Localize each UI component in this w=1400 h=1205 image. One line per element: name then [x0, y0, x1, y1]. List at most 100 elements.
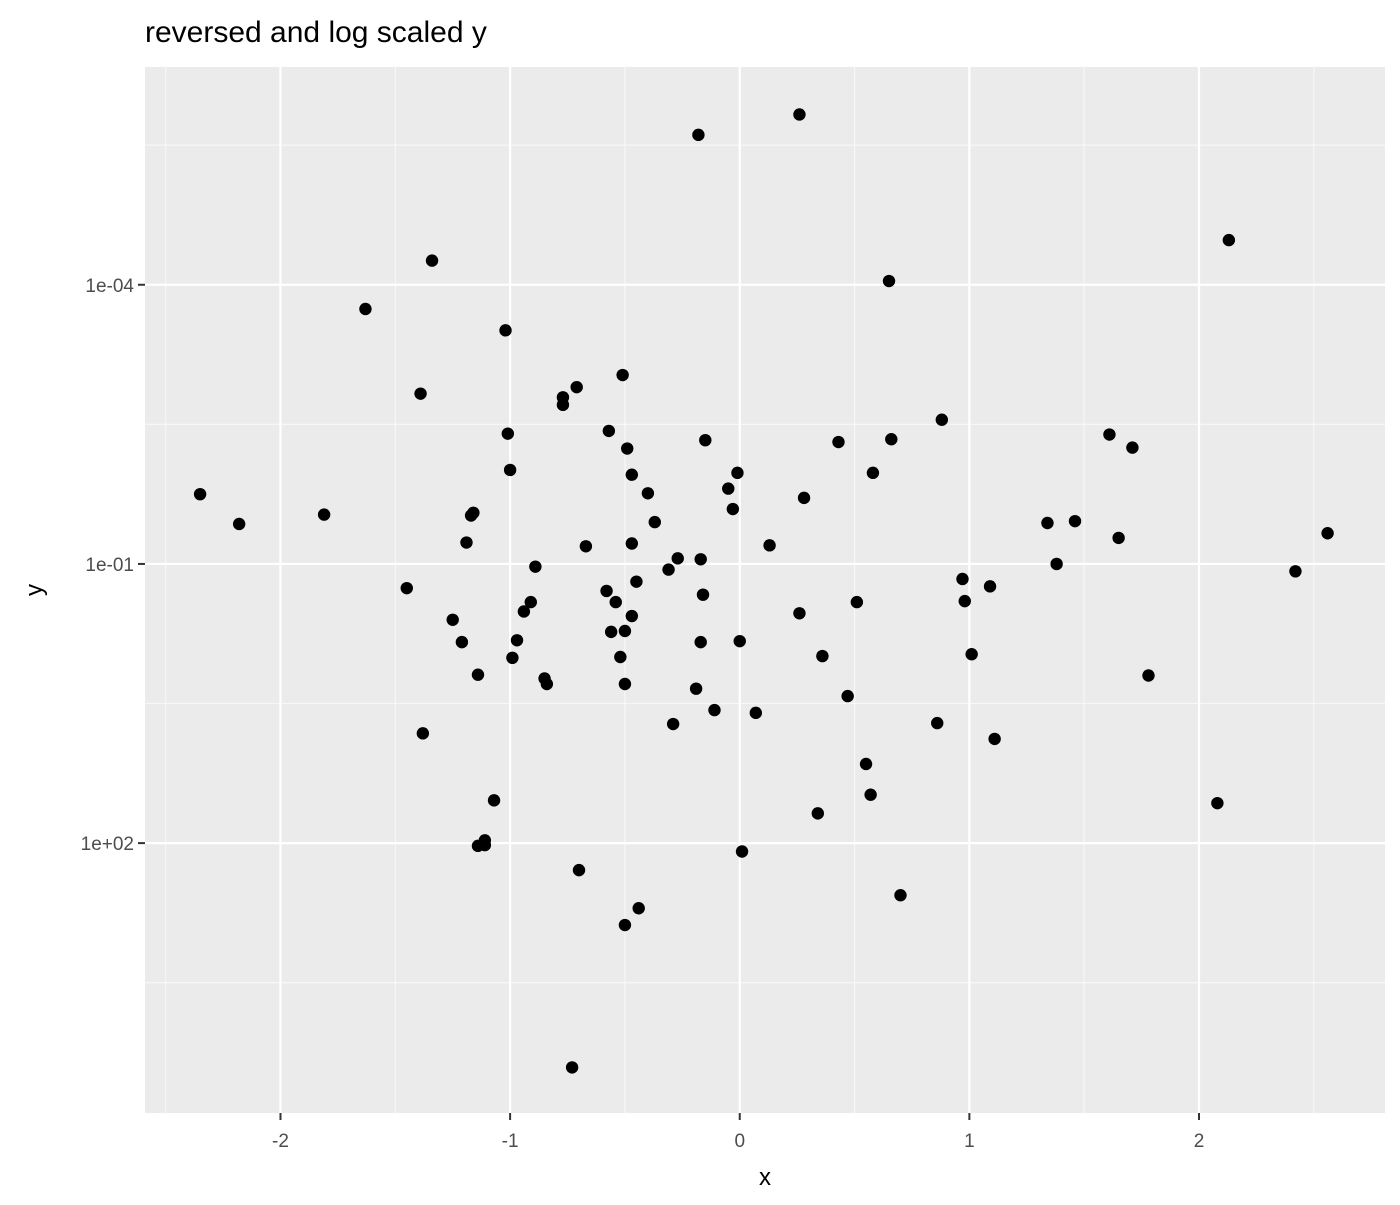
data-point: [359, 302, 372, 316]
data-point: [618, 624, 632, 638]
data-point: [1050, 557, 1063, 571]
data-point: [841, 689, 854, 703]
data-point: [506, 651, 519, 665]
data-point: [503, 463, 517, 477]
plot-panel: [145, 67, 1385, 1113]
data-point: [317, 508, 331, 521]
x-tick-label: 1: [964, 1131, 975, 1152]
data-point: [894, 889, 907, 902]
data-point: [621, 442, 634, 455]
x-tick-label: -1: [502, 1131, 519, 1152]
data-point: [1126, 441, 1139, 454]
data-point: [529, 560, 542, 573]
chart-title: reversed and log scaled y: [145, 16, 487, 49]
data-point: [662, 563, 675, 576]
x-tick-label: 2: [1194, 1131, 1205, 1152]
data-point: [956, 572, 969, 586]
data-point: [1142, 669, 1155, 682]
data-point: [618, 677, 632, 691]
data-point: [885, 433, 898, 446]
data-point: [696, 588, 710, 601]
data-point: [455, 635, 469, 649]
data-point: [965, 648, 978, 661]
y-tick-label: 1e+02: [81, 834, 134, 855]
data-point: [232, 517, 246, 531]
data-point: [722, 482, 735, 495]
data-point: [625, 609, 639, 623]
data-point: [1103, 428, 1116, 441]
data-point: [735, 845, 749, 858]
data-point: [425, 254, 439, 267]
y-tick-label: 1e-04: [85, 276, 134, 297]
data-point: [749, 706, 763, 720]
data-point: [193, 487, 207, 501]
data-point: [625, 468, 639, 481]
data-point: [811, 807, 825, 820]
data-point: [1041, 516, 1054, 530]
data-point: [517, 605, 531, 618]
data-point: [666, 717, 680, 731]
data-point: [763, 539, 776, 552]
data-point: [630, 575, 643, 588]
data-point: [793, 108, 806, 121]
data-point: [414, 387, 427, 400]
x-axis-ticks: -2 -1 0 1 2: [272, 1113, 1204, 1152]
data-point: [882, 274, 896, 288]
data-point: [733, 634, 746, 648]
data-point: [699, 433, 712, 447]
y-axis-label: y: [21, 584, 48, 596]
data-point: [400, 581, 413, 595]
data-point: [694, 635, 707, 649]
data-point: [618, 918, 632, 932]
data-point: [1222, 233, 1236, 247]
data-point: [859, 757, 873, 771]
data-point: [641, 487, 655, 500]
data-point: [850, 595, 864, 609]
x-axis-label: x: [759, 1164, 771, 1191]
gridlines: [145, 67, 1385, 1113]
data-point: [726, 502, 740, 516]
data-point: [540, 677, 554, 691]
data-point: [464, 509, 478, 522]
data-point: [625, 537, 639, 550]
data-point: [648, 515, 661, 529]
data-point: [731, 466, 744, 480]
data-point: [471, 668, 485, 681]
data-point: [931, 716, 944, 730]
data-point: [1289, 565, 1302, 578]
data-point: [460, 536, 473, 549]
data-point: [501, 427, 515, 440]
data-point: [602, 424, 616, 438]
data-point: [958, 594, 971, 608]
data-point: [866, 466, 880, 480]
data-point: [416, 727, 430, 740]
y-tick-label: 1e-01: [85, 555, 134, 576]
data-point: [694, 553, 707, 566]
data-point: [983, 580, 997, 593]
data-point: [614, 650, 627, 664]
data-point: [604, 625, 618, 639]
data-point: [816, 649, 829, 663]
data-point: [1112, 531, 1125, 545]
data-point: [565, 1061, 579, 1074]
x-tick-label: 0: [734, 1131, 745, 1152]
data-point: [692, 128, 705, 142]
data-point: [616, 368, 629, 382]
data-point: [1068, 514, 1082, 528]
data-point: [797, 491, 811, 505]
data-point: [935, 413, 949, 426]
data-point: [1211, 796, 1224, 810]
x-tick-label: -2: [272, 1131, 289, 1152]
data-point: [708, 703, 721, 717]
data-point: [570, 380, 583, 394]
data-point: [487, 794, 501, 807]
data-point: [632, 902, 645, 915]
data-point: [988, 732, 1001, 746]
data-point: [471, 839, 485, 853]
data-point: [609, 595, 622, 609]
y-axis-ticks: 1e-04 1e-01 1e+02: [81, 276, 145, 855]
data-point: [832, 435, 845, 449]
points: [193, 108, 1334, 1074]
data-point: [556, 398, 570, 412]
